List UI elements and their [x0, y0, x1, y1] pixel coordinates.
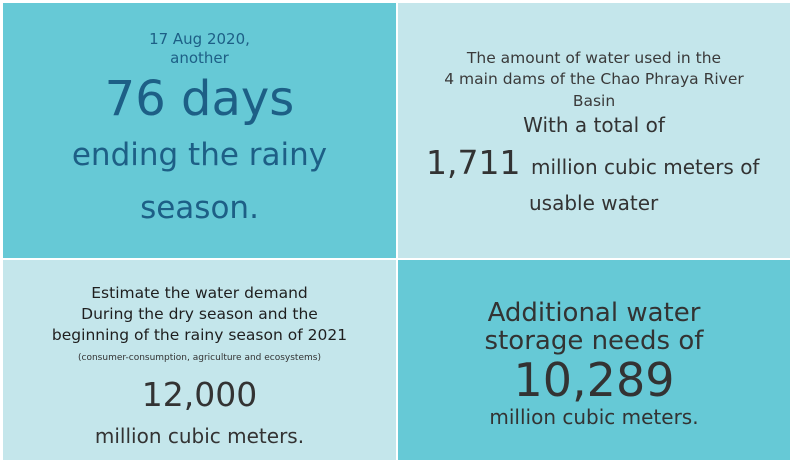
water-used-heading-line-1: The amount of water used in the: [466, 49, 722, 67]
water-demand-tile: Estimate the water demand During the dry…: [3, 260, 396, 460]
water-used-tile: The amount of water used in the 4 main d…: [398, 3, 790, 258]
date-text: 17 Aug 2020,: [149, 30, 250, 48]
water-demand-amount: 12,000: [141, 375, 258, 414]
additional-storage-unit: million cubic meters.: [489, 405, 699, 429]
water-used-unit-line-2: usable water: [529, 191, 659, 215]
additional-storage-line-2: storage needs of: [484, 326, 704, 356]
rainy-season-line-1: ending the rainy: [71, 137, 328, 173]
water-used-heading-line-2: 4 main dams of the Chao Phraya River: [444, 70, 744, 88]
rainy-season-tile: 17 Aug 2020, another 76 days ending the …: [3, 3, 396, 258]
additional-storage-tile: Additional water storage needs of 10,289…: [398, 260, 790, 460]
total-label: With a total of: [523, 113, 665, 137]
rainy-season-line-2: season.: [140, 190, 259, 226]
water-demand-note: (consumer-consumption, agriculture and e…: [78, 353, 321, 363]
water-used-heading-line-3: Basin: [572, 92, 616, 110]
prefix-text: another: [170, 49, 229, 67]
additional-storage-line-1: Additional water: [487, 298, 701, 328]
water-used-amount: 1,711: [426, 143, 521, 182]
water-demand-heading-line-1: Estimate the water demand: [91, 284, 308, 302]
water-demand-unit: million cubic meters.: [94, 424, 305, 448]
additional-storage-amount: 10,289: [513, 353, 675, 407]
water-demand-heading-line-2: During the dry season and the: [81, 305, 318, 323]
water-used-unit: million cubic meters of: [531, 155, 760, 179]
water-used-amount-row: 1,711 million cubic meters of: [398, 143, 790, 187]
water-demand-heading-line-3: beginning of the rainy season of 2021: [51, 326, 348, 344]
days-count: 76 days: [104, 71, 295, 127]
